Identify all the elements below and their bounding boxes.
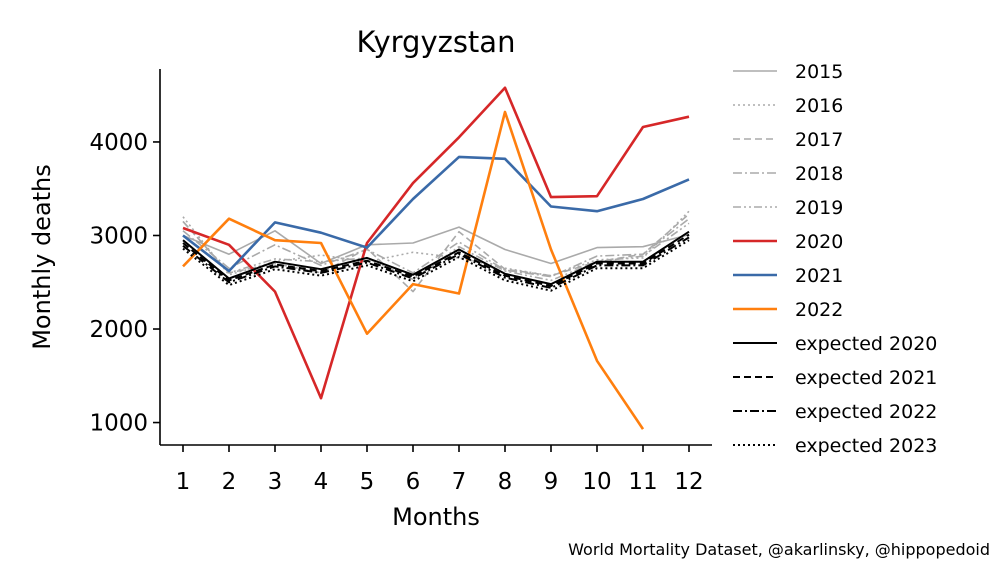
legend-label-2015: 2015 (795, 61, 843, 83)
source-credit: World Mortality Dataset, @akarlinsky, @h… (568, 540, 990, 559)
x-tick-label: 9 (544, 469, 559, 495)
legend-label-2020: 2020 (795, 231, 843, 253)
x-tick-label: 10 (582, 469, 611, 495)
x-tick-label: 12 (674, 469, 703, 495)
series-layer (182, 86, 690, 430)
series-line-2019 (182, 220, 690, 282)
x-tick-label: 5 (360, 469, 375, 495)
legend-label-2019: 2019 (795, 197, 843, 219)
series-line-expected-2020 (182, 230, 690, 286)
legend-label-2017: 2017 (795, 129, 843, 151)
legend-label-expected-2023: expected 2023 (795, 435, 937, 457)
series-line-expected-2022 (182, 236, 690, 289)
x-axis-label: Months (392, 503, 480, 531)
series-line-2015 (182, 226, 690, 265)
legend-label-expected-2022: expected 2022 (795, 401, 937, 423)
x-tick-label: 11 (628, 469, 657, 495)
y-ticks: 1000 2000 3000 4000 (89, 130, 160, 437)
x-ticks: 1 2 3 4 5 6 7 8 9 10 11 12 (176, 445, 704, 495)
y-tick-label: 2000 (89, 317, 148, 343)
y-tick-label: 4000 (89, 130, 148, 156)
y-axis-label: Monthly deaths (28, 164, 56, 350)
y-tick-label: 3000 (89, 223, 148, 249)
x-tick-label: 1 (176, 469, 191, 495)
series-line-2020 (182, 86, 690, 400)
series-line-expected-2021 (182, 233, 690, 287)
series-line-expected-2023 (182, 239, 690, 292)
legend-label-2022: 2022 (795, 299, 843, 321)
legend-label-2021: 2021 (795, 265, 843, 287)
x-tick-label: 7 (452, 469, 467, 495)
legend-label-2018: 2018 (795, 163, 843, 185)
x-tick-label: 6 (406, 469, 421, 495)
legend-label-2016: 2016 (795, 95, 843, 117)
x-tick-label: 8 (498, 469, 513, 495)
x-tick-label: 3 (268, 469, 283, 495)
legend: 2015 2016 2017 2018 2019 2020 2021 2022 expected… (733, 61, 937, 457)
y-tick-label: 1000 (89, 411, 148, 437)
x-tick-label: 2 (222, 469, 237, 495)
chart-title: Kyrgyzstan (357, 25, 516, 59)
legend-label-expected-2020: expected 2020 (795, 333, 937, 355)
x-tick-label: 4 (314, 469, 329, 495)
legend-label-expected-2021: expected 2021 (795, 367, 937, 389)
series-line-2018 (182, 218, 690, 278)
series-line-2022 (182, 110, 645, 430)
series-line-2021 (182, 155, 690, 273)
